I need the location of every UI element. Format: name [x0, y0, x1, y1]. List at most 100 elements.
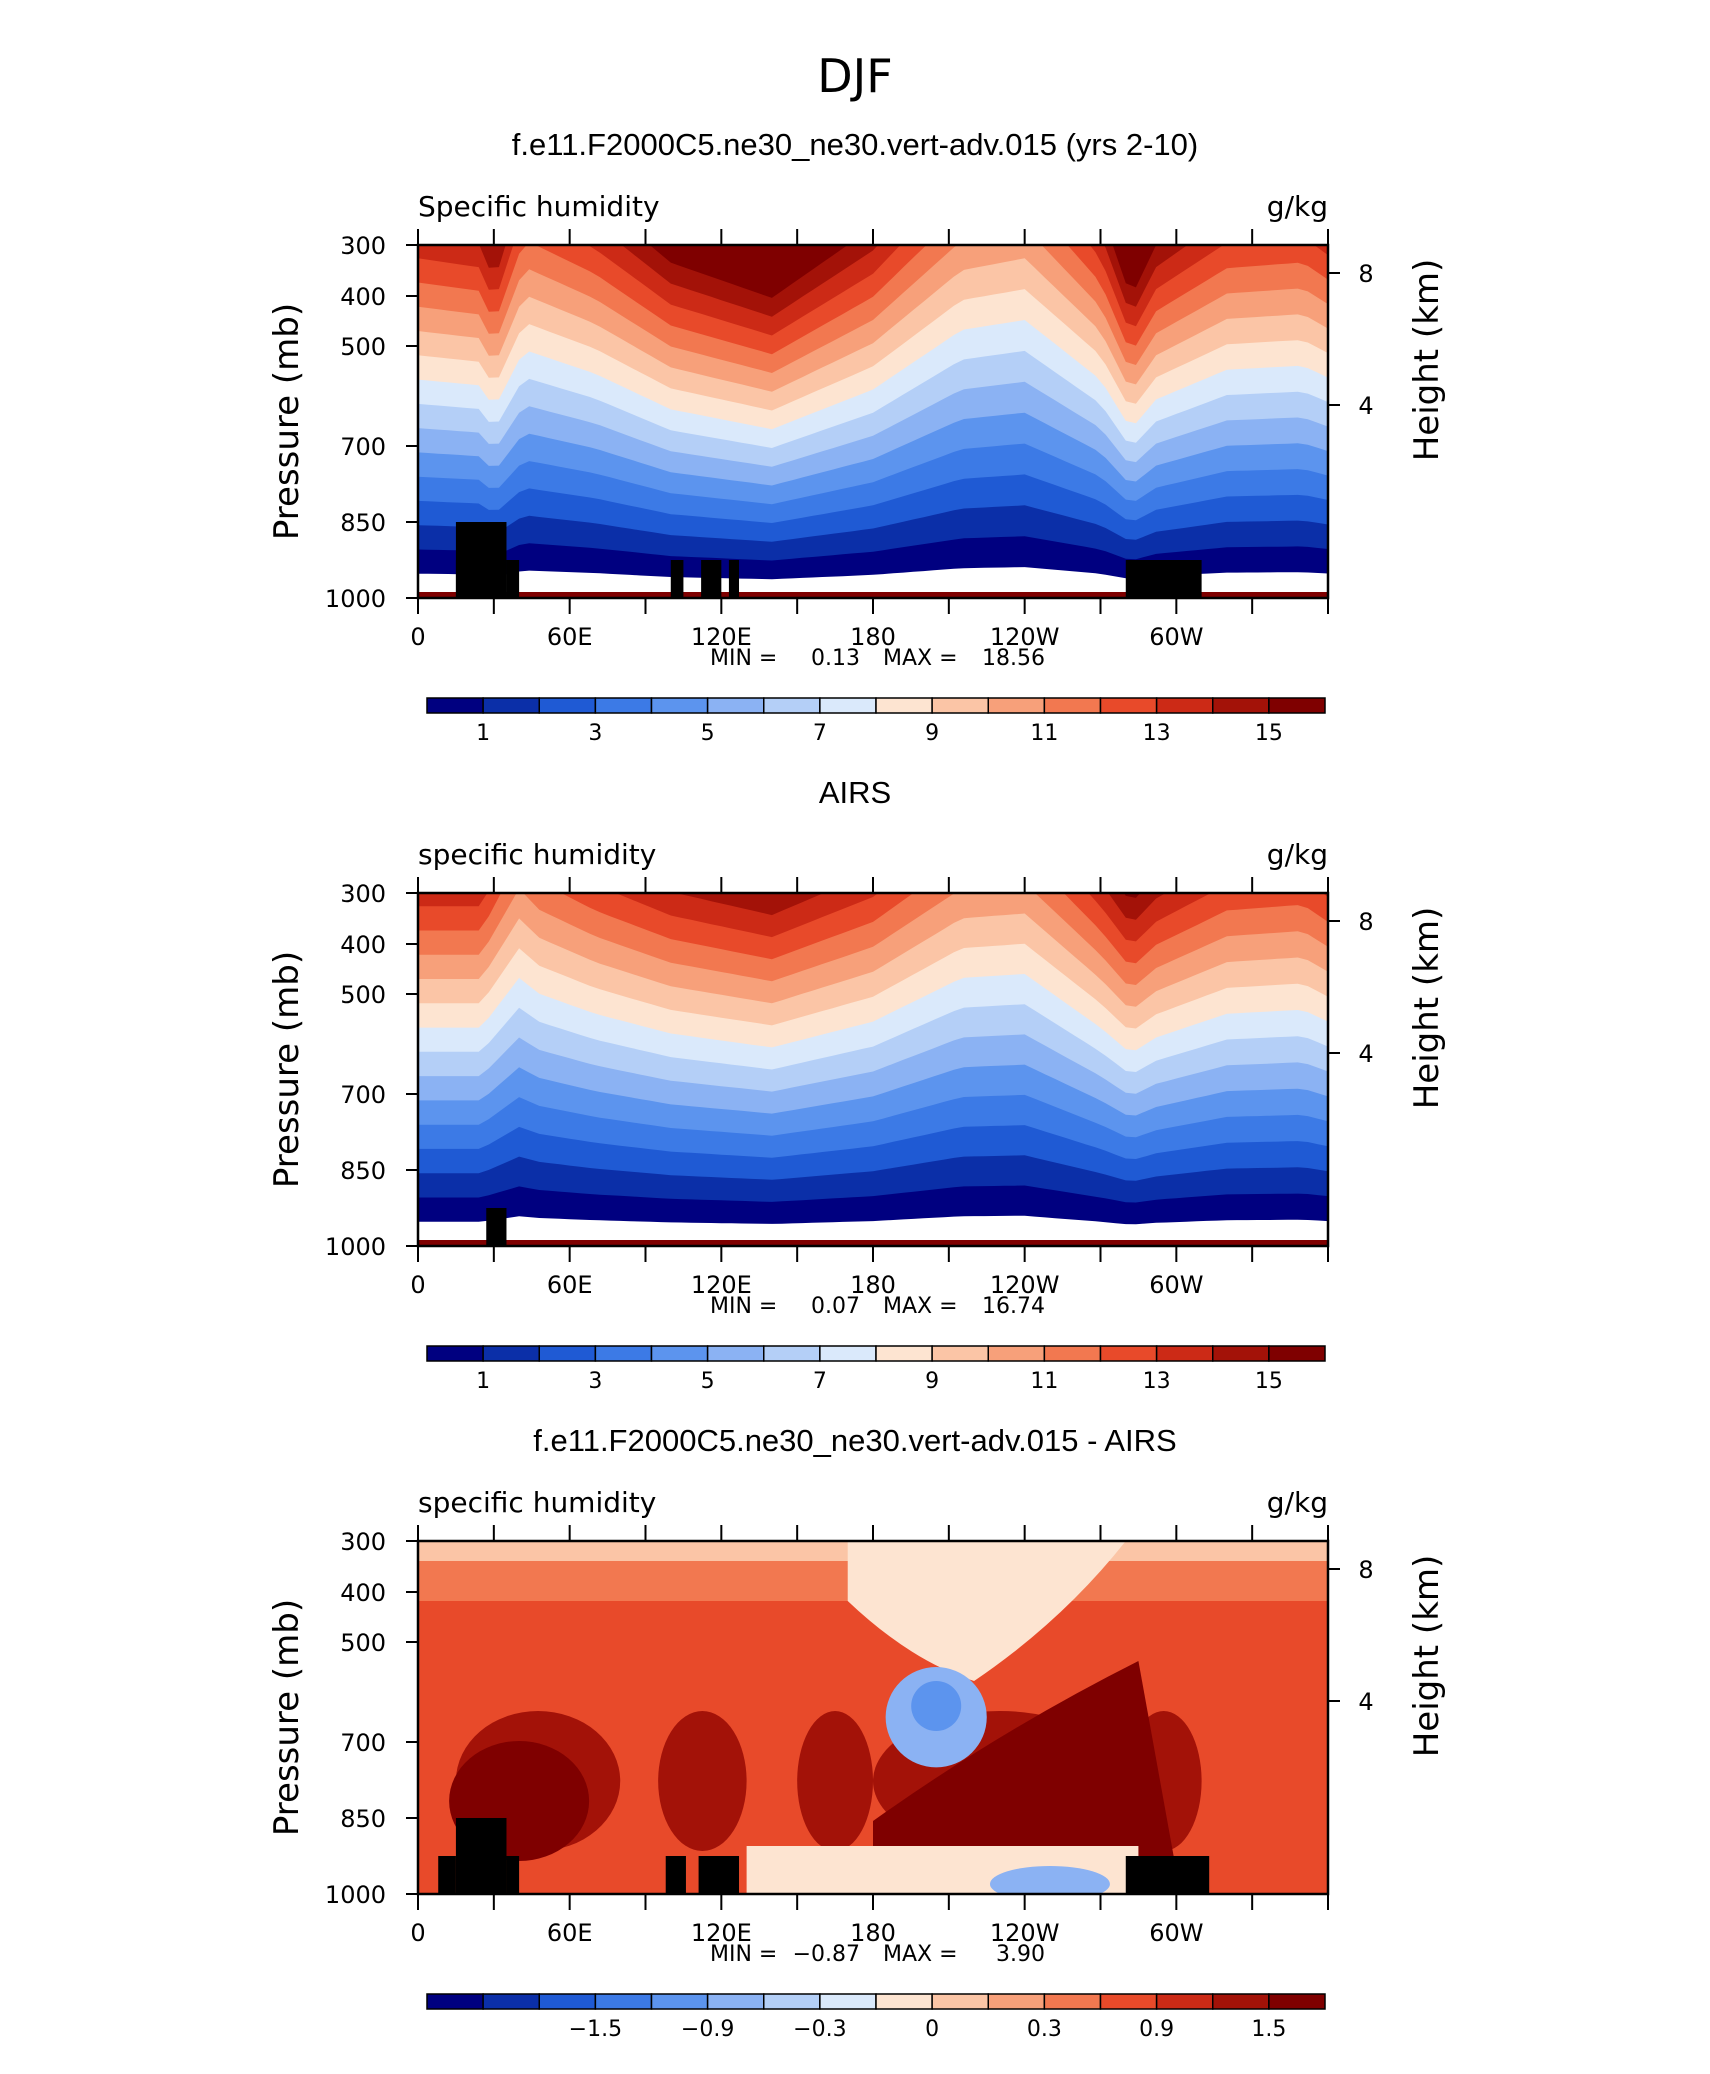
min-value: −0.87	[793, 1942, 860, 1967]
y-axis-label-left: Pressure (mb)	[267, 951, 307, 1188]
x-tick-label: 60E	[547, 1271, 593, 1299]
contour-band	[873, 1661, 1177, 1871]
min-label: MIN =	[710, 1942, 777, 1967]
colorbar-swatch	[1155, 697, 1214, 714]
terrain-mask	[698, 1856, 740, 1894]
colorbar-swatch	[538, 1345, 597, 1362]
colorbar-swatch	[931, 697, 989, 714]
colorbar-swatch	[1043, 1345, 1102, 1362]
contour-band	[418, 245, 1328, 336]
min-label: MIN =	[710, 1294, 777, 1319]
y-axis-label-left: Pressure (mb)	[267, 303, 307, 540]
colorbar-swatch	[987, 697, 1046, 714]
contour-band	[418, 245, 1328, 317]
colorbar-swatch	[1155, 1993, 1214, 2010]
pressure-tick-label: 700	[340, 1729, 386, 1757]
panel-1: f.e11.F2000C5.ne30_ne30.vert-adv.015 (yr…	[267, 127, 1447, 746]
contour-band	[418, 592, 1328, 598]
contour-band	[989, 1866, 1110, 1894]
x-tick-label: 180	[850, 1271, 896, 1299]
height-tick-label: 8	[1358, 260, 1373, 288]
colorbar-tick-label: 0.3	[1027, 2017, 1062, 2042]
max-label: MAX =	[883, 646, 958, 671]
units-label: g/kg	[1267, 838, 1328, 871]
pressure-tick-label: 1000	[325, 585, 386, 613]
panel-title: f.e11.F2000C5.ne30_ne30.vert-adv.015 (yr…	[512, 127, 1198, 162]
colorbar: −1.5 −0.9 −0.3 0 0.3 0.9 1.5	[426, 1993, 1326, 2042]
colorbar-swatch	[931, 1993, 989, 2010]
terrain-mask	[506, 560, 520, 598]
pressure-tick-label: 700	[340, 433, 386, 461]
height-tick-label: 4	[1358, 1040, 1373, 1068]
contour-band	[847, 1541, 1126, 1681]
x-tick-label: 120E	[691, 623, 752, 651]
colorbar-swatch	[538, 1993, 597, 2010]
colorbar-swatch	[763, 1993, 821, 2010]
y-axis-label-right: Height (km)	[1407, 907, 1447, 1110]
x-tick-label: 180	[850, 623, 896, 651]
x-tick-label: 120W	[990, 1271, 1060, 1299]
pressure-tick-label: 400	[340, 1579, 386, 1607]
terrain-mask	[455, 1818, 507, 1894]
colorbar-swatch	[1043, 1993, 1102, 2010]
colorbar-swatch	[426, 697, 484, 714]
colorbar-swatch	[1099, 697, 1158, 714]
colorbar-swatch	[819, 1993, 877, 2010]
colorbar-swatch	[1212, 1993, 1270, 2010]
colorbar-swatch	[650, 1993, 709, 2010]
colorbar-swatch	[594, 1345, 653, 1362]
min-value: 0.07	[811, 1294, 860, 1319]
colorbar-swatch	[931, 1345, 989, 1362]
colorbar-swatch	[875, 697, 933, 714]
terrain-mask	[1125, 1856, 1210, 1894]
colorbar-swatch	[426, 1345, 484, 1362]
colorbar-swatch	[1099, 1345, 1158, 1362]
contour-field	[418, 893, 1328, 1246]
colorbar-swatch	[650, 1345, 709, 1362]
terrain-mask	[665, 1856, 686, 1894]
terrain-mask	[701, 560, 722, 598]
colorbar-swatch	[987, 1993, 1046, 2010]
panel-title: f.e11.F2000C5.ne30_ne30.vert-adv.015 - A…	[533, 1423, 1176, 1458]
pressure-tick-label: 500	[340, 1629, 386, 1657]
colorbar-swatch	[706, 1345, 765, 1362]
max-label: MAX =	[883, 1294, 958, 1319]
height-tick-label: 8	[1358, 908, 1373, 936]
colorbar-swatch	[875, 1345, 933, 1362]
colorbar-swatch	[594, 1993, 653, 2010]
colorbar-tick-label: 7	[813, 721, 827, 746]
x-tick-label: 60W	[1149, 1919, 1203, 1947]
height-tick-label: 8	[1358, 1556, 1373, 1584]
max-label: MAX =	[883, 1942, 958, 1967]
colorbar-tick-label: 3	[588, 721, 602, 746]
pressure-tick-label: 500	[340, 333, 386, 361]
contour-band	[658, 1711, 747, 1851]
colorbar: 1 3 5 7 9 11 13 15	[426, 1345, 1326, 1394]
colorbar-tick-label: 15	[1255, 1369, 1283, 1394]
colorbar-swatch	[482, 1993, 540, 2010]
colorbar-swatch	[1268, 1345, 1326, 1362]
variable-label: Specific humidity	[418, 190, 660, 223]
colorbar-swatch	[819, 697, 877, 714]
x-tick-label: 120W	[990, 1919, 1060, 1947]
y-axis-label-right: Height (km)	[1407, 259, 1447, 462]
colorbar-swatch	[650, 697, 709, 714]
terrain-mask	[670, 560, 684, 598]
pressure-tick-label: 500	[340, 981, 386, 1009]
x-tick-label: 0	[410, 1919, 425, 1947]
colorbar-tick-label: 11	[1030, 1369, 1058, 1394]
pressure-tick-label: 850	[340, 1805, 386, 1833]
contour-field	[418, 1541, 1328, 1894]
colorbar-swatch	[1268, 697, 1326, 714]
x-tick-label: 60W	[1149, 623, 1203, 651]
colorbar-tick-label: −1.5	[569, 2017, 622, 2042]
pressure-tick-label: 850	[340, 1157, 386, 1185]
colorbar-tick-label: 7	[813, 1369, 827, 1394]
contour-band	[418, 893, 1328, 920]
min-label: MIN =	[710, 646, 777, 671]
colorbar-swatch	[1043, 697, 1102, 714]
colorbar-swatch	[706, 1993, 765, 2010]
contour-band	[418, 1240, 1328, 1246]
pressure-tick-label: 400	[340, 283, 386, 311]
x-tick-label: 120E	[691, 1271, 752, 1299]
